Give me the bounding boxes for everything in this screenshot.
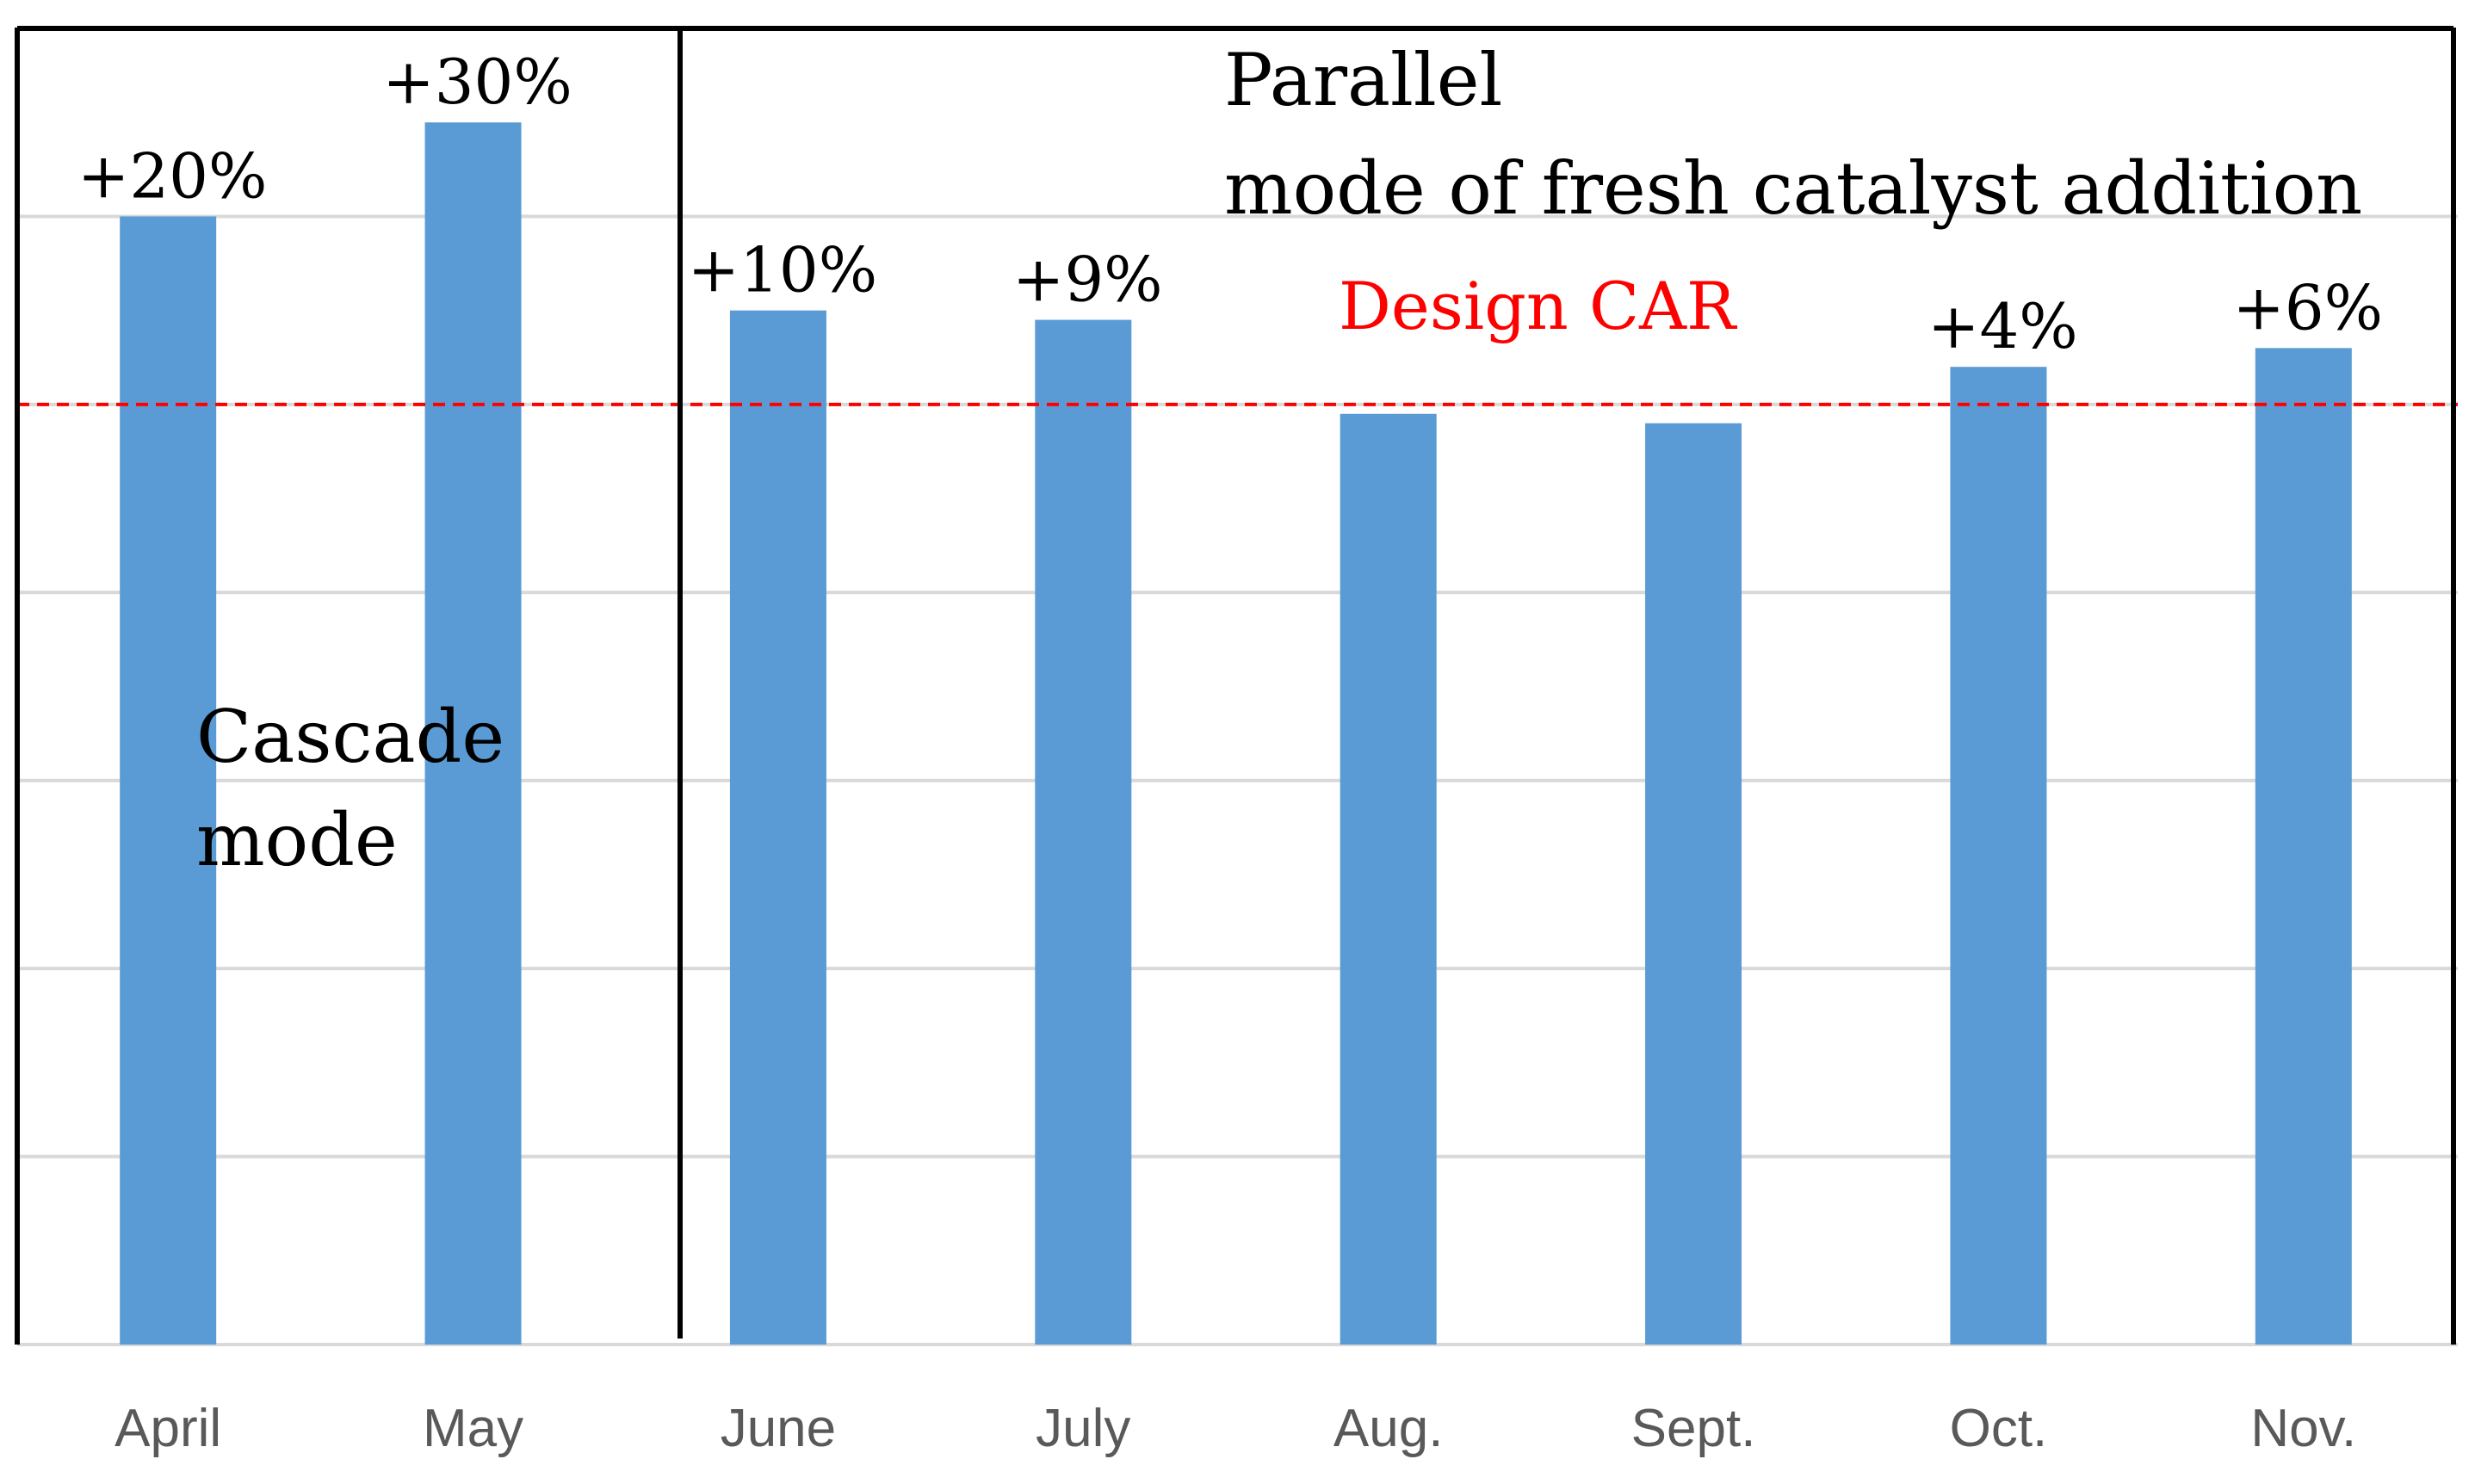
x-tick-label: May xyxy=(423,1399,523,1458)
bar-june xyxy=(729,310,826,1345)
gridlines xyxy=(17,214,2458,1346)
x-tick-label: April xyxy=(114,1399,221,1458)
data-label: +20% xyxy=(77,139,267,212)
data-label: +30% xyxy=(382,46,572,118)
x-tick-label: July xyxy=(1036,1399,1130,1458)
bar-aug xyxy=(1340,413,1437,1345)
parallel-mode-label-line1: Parallel xyxy=(1224,38,1502,122)
bar-july xyxy=(1035,319,1132,1345)
data-label: +6% xyxy=(2233,271,2384,343)
bar-sept xyxy=(1645,423,1742,1345)
cascade-mode-label-line2: mode xyxy=(196,798,398,882)
data-label: +4% xyxy=(1927,290,2078,362)
bar-nov xyxy=(2255,348,2352,1345)
parallel-mode-label-line2: mode of fresh catalyst addition xyxy=(1224,146,2362,231)
cascade-mode-label-line1: Cascade xyxy=(196,695,504,779)
bars xyxy=(120,122,2352,1345)
design-car-label: Design CAR xyxy=(1339,268,1738,344)
data-label: +10% xyxy=(688,234,877,306)
labels: April May June July Aug. Sept. Oct. Nov. +20% +30… xyxy=(77,38,2383,1458)
bar-april xyxy=(120,216,217,1345)
x-tick-label: Sept. xyxy=(1631,1399,1756,1458)
data-label: +9% xyxy=(1012,244,1163,316)
x-tick-label: Oct. xyxy=(1950,1399,2048,1458)
x-tick-label: Aug. xyxy=(1333,1399,1444,1458)
region-frames xyxy=(15,26,2456,1345)
bar-oct xyxy=(1950,367,2047,1345)
bar-may xyxy=(424,122,522,1345)
x-tick-label: June xyxy=(721,1399,836,1458)
x-tick-label: Nov. xyxy=(2250,1399,2356,1458)
